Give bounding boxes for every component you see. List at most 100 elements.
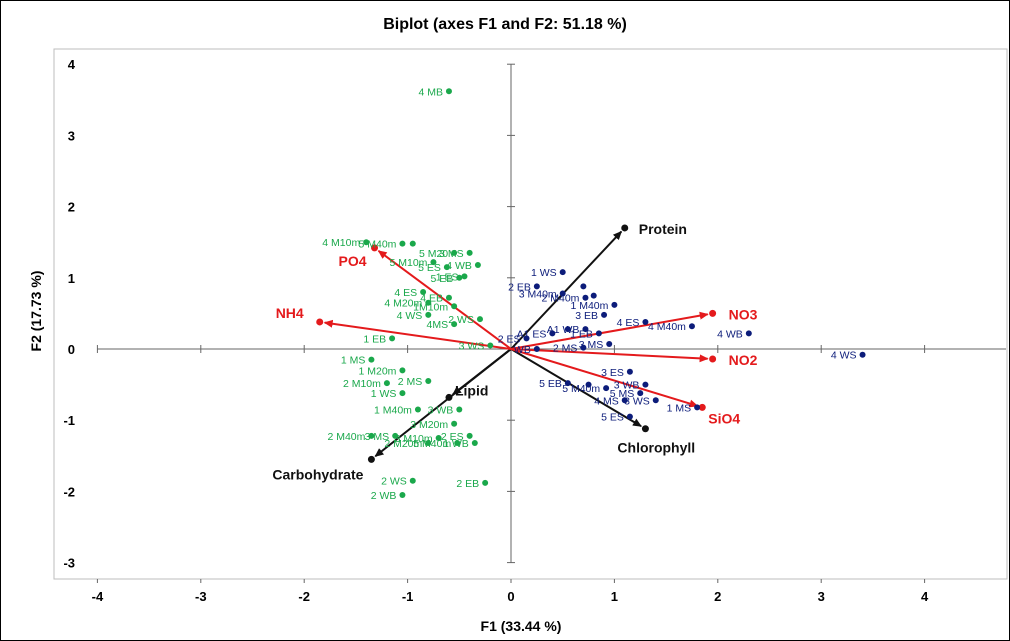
vector-arrow [510, 311, 709, 350]
observation-point [451, 303, 458, 310]
observation-label: 3 WS [624, 395, 650, 407]
vector-end-point [371, 244, 379, 252]
observation-point [626, 368, 633, 375]
observation-label: 1M10m [413, 301, 448, 313]
observation-point [482, 479, 489, 486]
observation-point [368, 356, 375, 363]
observation-point [606, 341, 613, 348]
observation-label: 4 WS [397, 310, 423, 322]
observation-label: 4 ES [617, 317, 640, 329]
observation-label: 1 EB [363, 333, 386, 345]
vector-arrow [374, 348, 512, 458]
observation-label: 1 M40m [570, 300, 608, 312]
observation-point [425, 311, 432, 318]
observation-label: 2 EB [508, 281, 531, 293]
observation-label: 2 MS [553, 343, 578, 355]
observation-label: 2 ES [498, 333, 521, 345]
observation-point [451, 249, 458, 256]
observation-point [389, 335, 396, 342]
vector-label: Chlorophyll [617, 440, 695, 456]
observation-point [383, 380, 390, 387]
vector-label: SiO4 [708, 410, 740, 426]
observation-point [451, 321, 458, 328]
observation-point [487, 342, 494, 349]
observation-point [425, 299, 432, 306]
x-tick-label: 3 [818, 589, 825, 604]
observation-point [694, 404, 701, 411]
x-tick-label: -1 [402, 589, 414, 604]
observation-point [549, 330, 556, 337]
observation-point [626, 413, 633, 420]
observation-label: 5 ES [418, 262, 441, 274]
observation-label: 2 MS [398, 376, 423, 388]
observation-label: 3 EB [575, 310, 598, 322]
observation-label: 5 ES [601, 412, 624, 424]
observation-label: A1 ES [517, 328, 547, 340]
observation-label: 5 M10m [390, 257, 428, 269]
observation-label: 5 M40m [413, 438, 451, 450]
observation-point [414, 406, 421, 413]
vector-arrow [510, 348, 642, 428]
x-tick-label: -2 [298, 589, 310, 604]
observation-label: 2 M40m [327, 431, 365, 443]
observation-label: 1 WS [371, 388, 397, 400]
observation-point [409, 240, 416, 247]
y-tick-label: 0 [68, 342, 75, 357]
observation-label: 1 EB [570, 328, 593, 340]
observation-point [585, 381, 592, 388]
observation-point [471, 439, 478, 446]
observation-point [564, 326, 571, 333]
x-tick-label: 4 [921, 589, 929, 604]
observation-point [454, 439, 461, 446]
observation-label: 4 ES [394, 287, 417, 299]
observation-label: 2 ES [441, 431, 464, 443]
observation-point [582, 294, 589, 301]
observation-label: A1 WB [547, 324, 580, 336]
vector-arrow [510, 348, 709, 363]
observation-point [582, 326, 589, 333]
observation-point [642, 318, 649, 325]
observation-label: 3 WB [428, 405, 454, 417]
observation-label: 1 M40m [374, 405, 412, 417]
observation-label: 1 ES [436, 271, 459, 283]
vector-arrow [377, 250, 512, 350]
vector-end-point [698, 403, 706, 411]
observation-label: 1 MS [667, 402, 692, 414]
vector-end-point [621, 224, 629, 232]
observation-point [580, 283, 587, 290]
x-tick-label: -3 [195, 589, 207, 604]
observation-point [601, 311, 608, 318]
observation-point [445, 294, 452, 301]
observation-label: 4 WB [446, 260, 472, 272]
observation-point [859, 351, 866, 358]
observation-point [430, 259, 437, 266]
observation-label: 5 M40m [562, 383, 600, 395]
observation-point [466, 249, 473, 256]
x-tick-label: 2 [714, 589, 721, 604]
observation-point [443, 264, 450, 271]
observation-point [425, 439, 432, 446]
vector-end-point [709, 309, 717, 317]
observation-point [590, 292, 597, 299]
y-tick-label: -2 [63, 484, 75, 499]
observation-label: 2 M20m [384, 438, 422, 450]
observation-point [399, 240, 406, 247]
observation-label: 3 M40m [519, 288, 557, 300]
observation-point [425, 378, 432, 385]
observation-point [611, 301, 618, 308]
observation-label: 1 M20m [358, 365, 396, 377]
observation-label: 3 ES [601, 367, 624, 379]
observation-label: 5 M40m [358, 239, 396, 251]
vector-arrow [510, 230, 623, 350]
vector-end-point [316, 318, 324, 326]
observation-point [476, 316, 483, 323]
observation-label: 4 MS [594, 395, 619, 407]
observation-point [392, 432, 399, 439]
observation-point [435, 435, 442, 441]
observation-point [595, 330, 602, 337]
vector-arrow [323, 319, 512, 350]
observation-point [456, 274, 463, 281]
observation-point [564, 380, 571, 387]
